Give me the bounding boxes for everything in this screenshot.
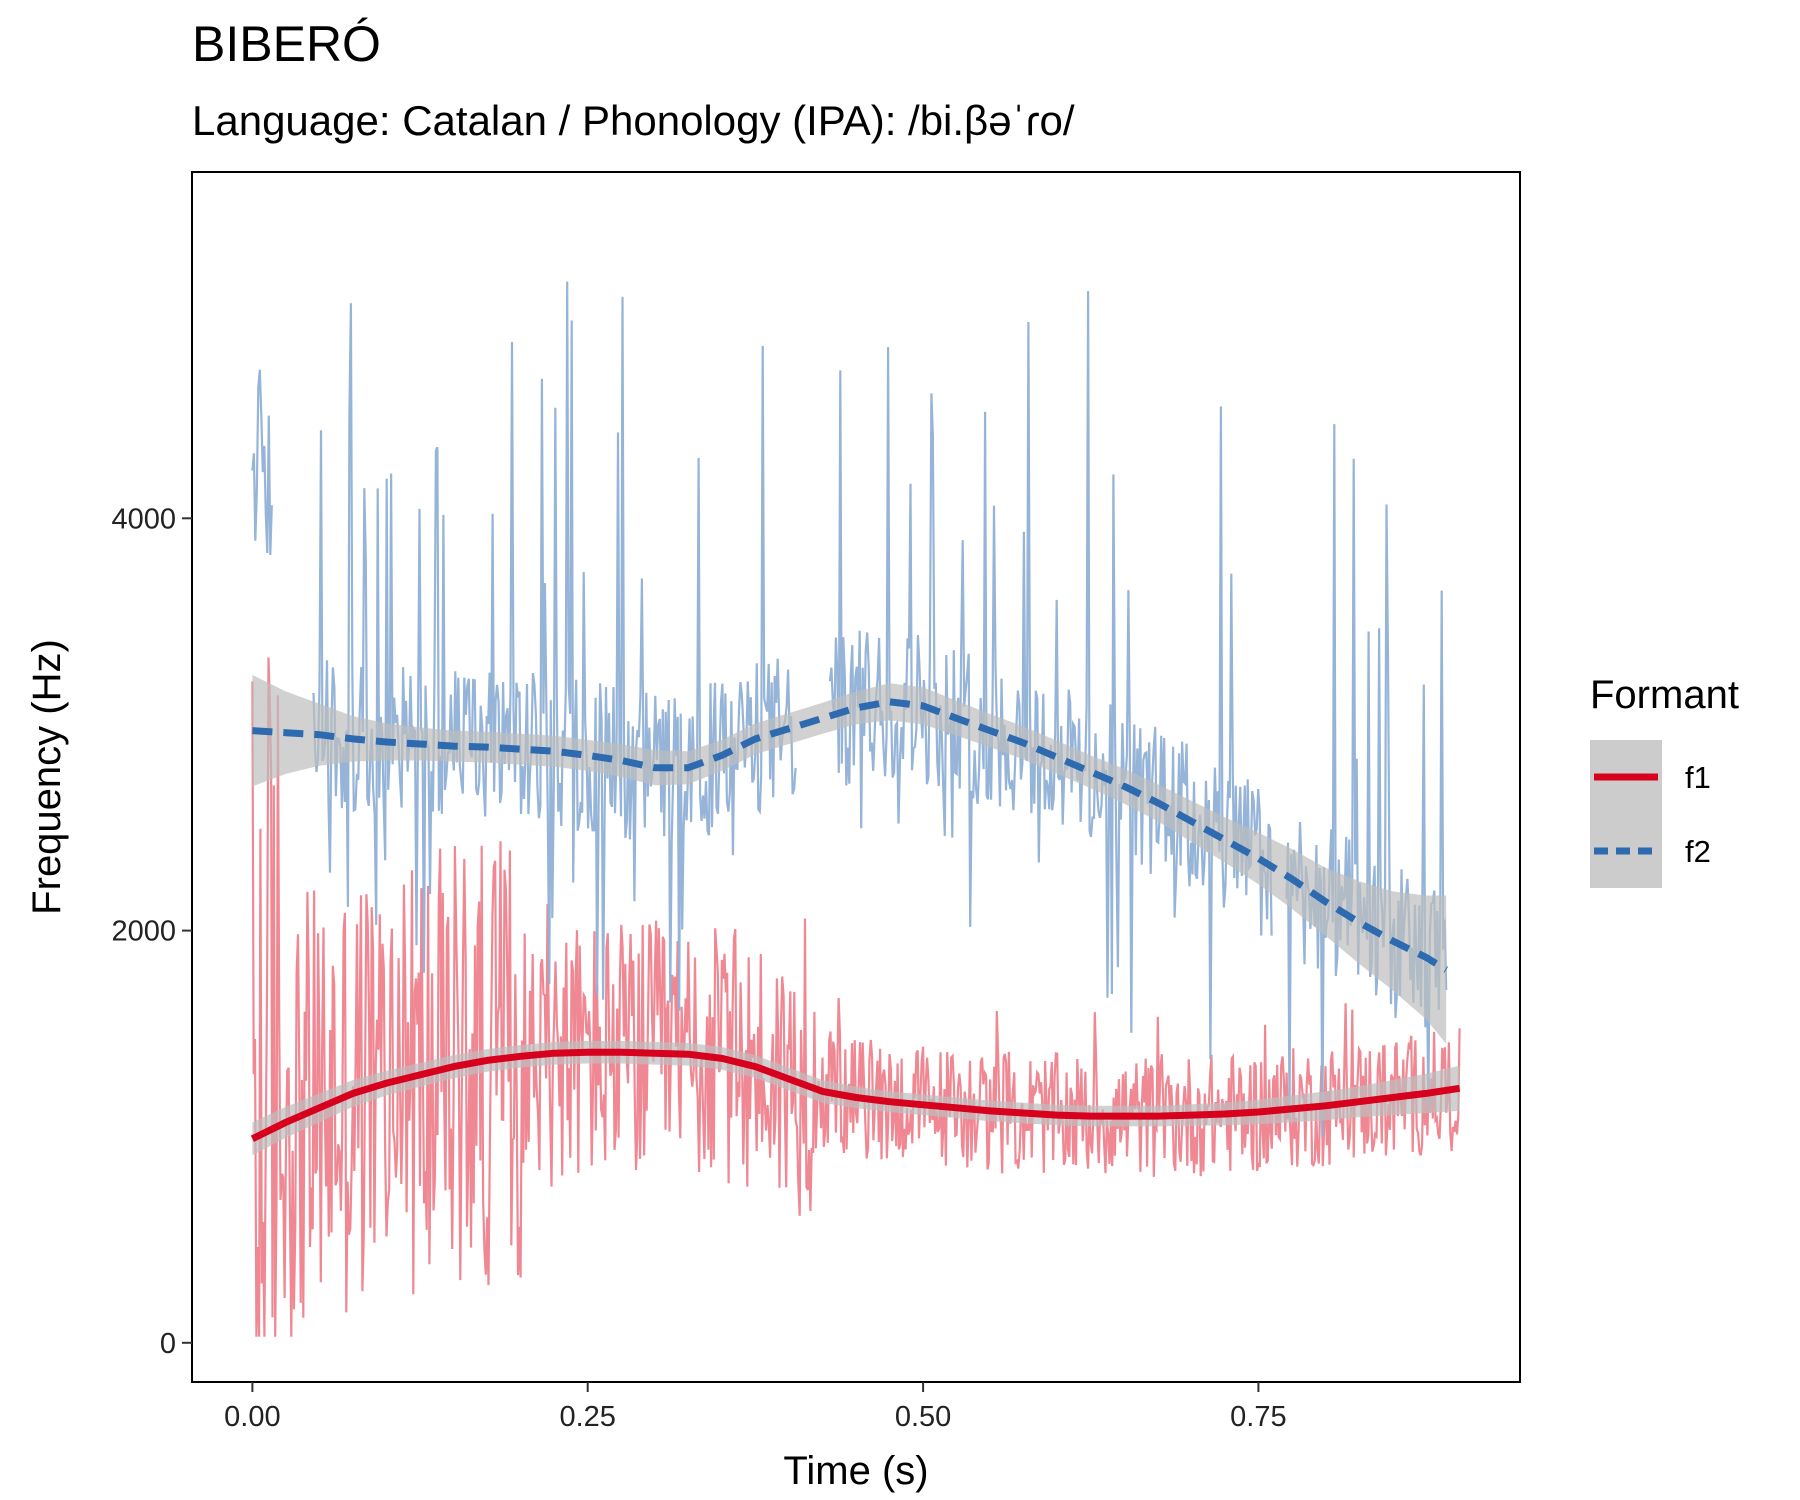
y-axis: 0 2000 4000 [111,503,192,1360]
x-tick-label: 0.75 [1230,1401,1286,1433]
f2-smooth-line [252,698,1449,973]
y-tick-label: 0 [160,1328,176,1360]
y-axis-title: Frequency (Hz) [25,639,69,915]
x-axis: 0.00 0.25 0.50 0.75 [224,1382,1287,1433]
f1-raw-line [251,657,1461,1337]
x-tick-label: 0.25 [559,1401,615,1433]
x-tick-label: 0.00 [224,1401,280,1433]
chart-subtitle: Language: Catalan / Phonology (IPA): /bi… [192,97,1075,144]
legend-label-f1: f1 [1685,760,1711,795]
x-axis-title: Time (s) [783,1449,928,1493]
raw-formant-tracks [251,281,1461,1337]
legend: Formant f1 f2 [1590,673,1739,888]
legend-title: Formant [1590,673,1739,717]
plot-panel-border [191,171,1521,1383]
x-tick-label: 0.50 [895,1401,951,1433]
y-tick-label: 4000 [111,503,176,535]
y-tick-label: 2000 [111,916,176,948]
legend-label-f2: f2 [1685,834,1711,869]
smoothed-formant-lines [250,698,1461,1142]
f1-smooth-line [250,1048,1461,1142]
f2-raw-line [251,281,1448,1138]
chart-title: BIBERÓ [192,16,381,72]
